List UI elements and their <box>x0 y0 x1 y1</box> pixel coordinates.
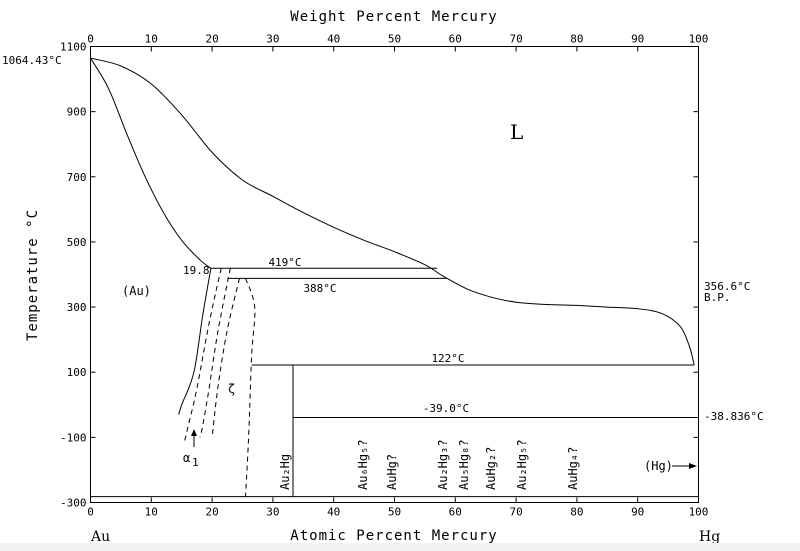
bottom-axis-ticks: 0 10 20 30 40 50 60 70 80 90 100 <box>87 497 709 519</box>
isotherm-m39-label: -39.0°C <box>423 402 469 415</box>
x-tick-label: 20 <box>205 506 218 519</box>
top-tick-label: 90 <box>631 33 644 46</box>
y-tick-label: -300 <box>60 497 87 510</box>
x-tick-label: 50 <box>388 506 401 519</box>
x-tick-label: 30 <box>266 506 279 519</box>
top-tick-label: 100 <box>689 33 709 46</box>
boiling-point-note: B.P. <box>704 291 731 304</box>
alpha1-phase-label: α <box>183 451 190 465</box>
top-tick-label: 0 <box>87 33 94 46</box>
dashed-phase-boundary <box>199 268 231 438</box>
x-end-label-right: Hg <box>699 529 720 545</box>
top-tick-label: 30 <box>266 33 279 46</box>
x-tick-label: 40 <box>327 506 340 519</box>
dashed-phase-boundary <box>245 278 256 497</box>
phase-boundaries <box>90 57 699 498</box>
composition-19-8-label: 19.8 <box>183 264 210 277</box>
y-tick-label: 900 <box>67 106 87 119</box>
y-tick-label: 700 <box>67 171 87 184</box>
compound-auhg-label: AuHg? <box>385 454 399 490</box>
liquid-phase-label: L <box>510 120 523 144</box>
melting-point-label: 1064.43°C <box>2 54 62 67</box>
y-tick-label: 500 <box>67 236 87 249</box>
x-tick-label: 100 <box>689 506 709 519</box>
left-axis-ticks: -300 -100 100 300 500 700 900 1100 <box>60 41 96 510</box>
top-tick-label: 60 <box>449 33 462 46</box>
bottom-strip <box>0 543 800 551</box>
x-axis-title: Atomic Percent Mercury <box>290 528 497 544</box>
x-tick-label: 80 <box>570 506 583 519</box>
alpha1-arrowhead <box>191 429 197 436</box>
hg-arrowhead <box>689 463 697 469</box>
top-axis-title: Weight Percent Mercury <box>290 9 497 25</box>
phase-boundary-line <box>90 57 695 366</box>
dashed-phase-boundary <box>184 268 222 441</box>
isotherm-419-label: 419°C <box>268 256 301 269</box>
hg-melting-label: -38.836°C <box>704 410 764 423</box>
right-axis-ticks <box>693 46 699 503</box>
dashed-phase-boundary <box>211 278 240 438</box>
compound-au2hg5-label: Au₂Hg₅? <box>515 439 529 490</box>
top-tick-label: 20 <box>205 33 218 46</box>
x-tick-label: 90 <box>631 506 644 519</box>
x-tick-label: 60 <box>449 506 462 519</box>
top-tick-label: 40 <box>327 33 340 46</box>
compound-au5hg8-label: Au₅Hg₈? <box>457 439 471 490</box>
isotherm-122-label: 122°C <box>431 352 464 365</box>
compound-au2hg3-label: Au₂Hg₃? <box>436 439 450 490</box>
top-axis-ticks: 0 10 20 30 40 50 60 70 80 90 100 <box>87 33 708 52</box>
y-tick-label: 100 <box>67 366 87 379</box>
x-tick-label: 10 <box>145 506 158 519</box>
compound-au2hg-label: Au₂Hg <box>278 454 292 490</box>
hg-phase-label: (Hg) <box>644 459 673 473</box>
isotherm-388-label: 388°C <box>303 282 336 295</box>
boiling-point-label: 356.6°C <box>704 280 750 293</box>
top-tick-label: 50 <box>388 33 401 46</box>
top-tick-label: 70 <box>509 33 522 46</box>
y-axis-title: Temperature °C <box>25 209 41 341</box>
x-tick-label: 70 <box>509 506 522 519</box>
x-tick-label: 0 <box>87 506 94 519</box>
compound-auhg4-label: AuHg₄? <box>566 447 580 490</box>
y-tick-label: 300 <box>67 301 87 314</box>
top-tick-label: 80 <box>570 33 583 46</box>
zeta-phase-label: ζ <box>228 382 235 396</box>
compound-auhg2-label: AuHg₂? <box>484 447 498 490</box>
au-phase-label: (Au) <box>122 284 151 298</box>
phase-boundary-line <box>90 57 212 269</box>
top-tick-label: 10 <box>145 33 158 46</box>
phase-boundary-line <box>178 268 212 415</box>
x-end-label-left: Au <box>90 529 110 545</box>
y-tick-label: 1100 <box>60 41 87 54</box>
alpha1-phase-subscript: 1 <box>192 456 199 469</box>
y-tick-label: -100 <box>60 431 87 444</box>
compound-au6hg5-label: Au₆Hg₅? <box>356 439 370 490</box>
